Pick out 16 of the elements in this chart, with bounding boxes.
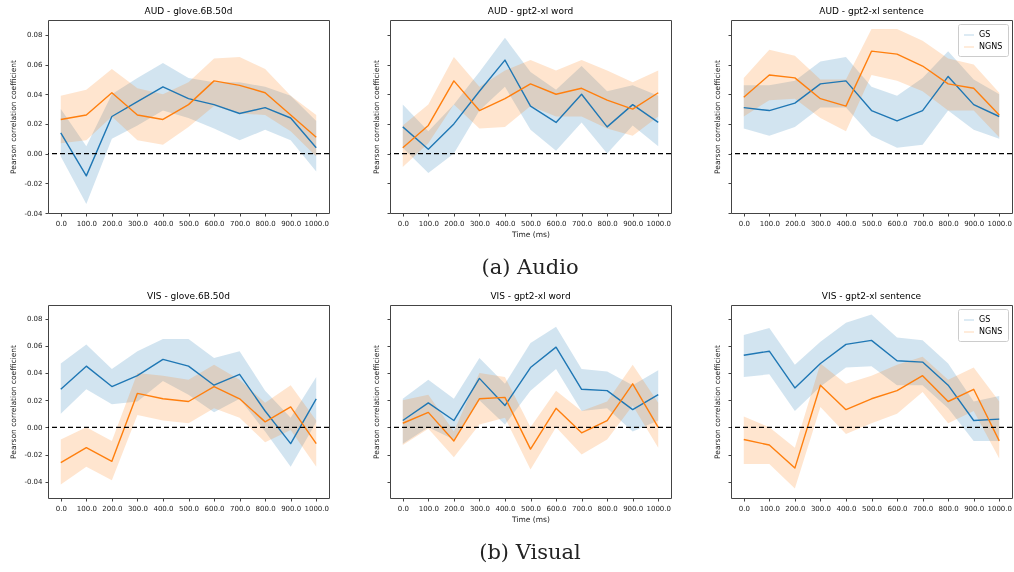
text: (a) Audio: [480, 255, 580, 279]
text: (b) Visual: [478, 540, 582, 564]
legend-label: NGNS: [979, 42, 1003, 51]
chart-title: VIS - gpt2-xl word: [490, 291, 571, 301]
legend-label: GS: [979, 315, 991, 324]
line-series: [60, 80, 317, 138]
line-series: [60, 86, 317, 177]
chart-title: VIS - gpt2-xl sentence: [821, 291, 922, 301]
line-series: [60, 385, 317, 464]
legend-label: NGNS: [979, 327, 1003, 336]
chart-title: AUD - gpt2-xl sentence: [819, 6, 925, 16]
chart-title: AUD - glove.6B.50d: [144, 6, 233, 16]
line-series: [60, 358, 317, 445]
legend-label: GS: [979, 30, 991, 39]
chart-title: VIS - glove.6B.50d: [147, 291, 230, 301]
chart-title: AUD - gpt2-xl word: [487, 6, 574, 16]
